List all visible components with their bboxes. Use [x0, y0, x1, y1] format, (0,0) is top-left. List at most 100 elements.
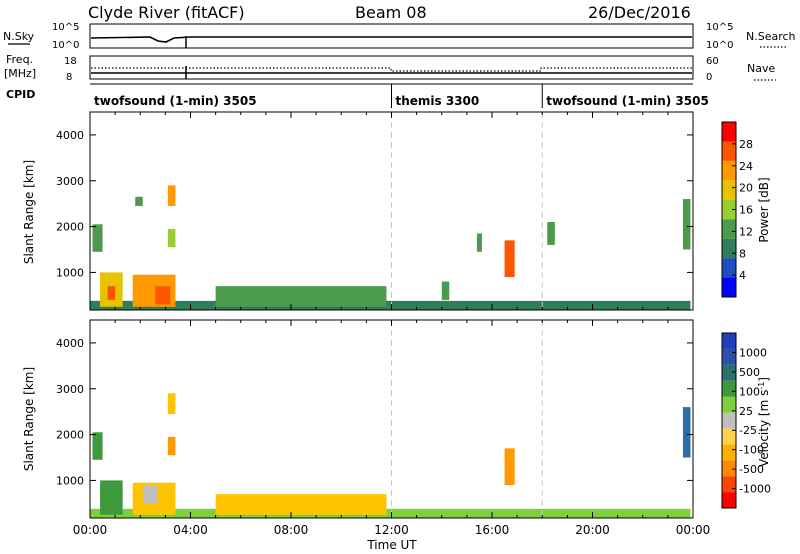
y-tick-label: 4000 — [56, 337, 84, 350]
velocity-data — [90, 393, 691, 518]
scatter-region — [92, 224, 103, 252]
noise-sky-label: N.Sky — [3, 30, 35, 43]
colorbar-tick-label: 500 — [739, 366, 760, 379]
colorbar-tick-label: 20 — [739, 182, 753, 195]
time-axis-title: Time UT — [366, 538, 417, 552]
colorbar-tick-label: 1000 — [739, 346, 767, 359]
scatter-region — [167, 228, 176, 248]
scatter-region — [92, 432, 103, 460]
scatter-region — [167, 436, 176, 456]
y-tick-label: 3000 — [56, 175, 84, 188]
scatter-region — [107, 286, 116, 300]
colorbar-cell — [722, 258, 736, 278]
colorbar-cell — [722, 396, 736, 413]
colorbar-tick-label: -100 — [739, 444, 764, 457]
freq-unit-label: [MHz] — [4, 67, 36, 80]
scatter-region — [100, 480, 123, 515]
colorbar-cell — [722, 428, 736, 445]
colorbar-cell — [722, 238, 736, 259]
nave-label: Nave — [747, 62, 775, 75]
velocity-ylabel: Slant Range [km] — [22, 367, 36, 471]
power-data — [90, 185, 691, 310]
scatter-region — [167, 393, 176, 414]
power-colorbar-label: Power [dB] — [757, 177, 771, 242]
colorbar-cell — [722, 122, 736, 142]
noise-left-tick-top: 10^5 — [52, 22, 79, 33]
cpid-segment-label: themis 3300 — [396, 94, 480, 108]
colorbar-tick-label: 8 — [739, 247, 746, 260]
x-tick-label: 16:00 — [475, 523, 510, 537]
colorbar-cell — [722, 364, 736, 381]
scatter-region — [90, 300, 691, 310]
cpid-segment-label: twofsound (1-min) 3505 — [94, 94, 257, 108]
colorbar-tick-label: 12 — [739, 225, 753, 238]
power-ylabel: Slant Range [km] — [22, 160, 36, 264]
colorbar-cell — [722, 180, 736, 200]
y-tick-label: 3000 — [56, 383, 84, 396]
y-tick-label: 1000 — [56, 474, 84, 487]
freq-left-tick-bottom: 8 — [66, 72, 72, 83]
power-panel: 1000 2000 3000 4000 Slant Range [km] 4 8 12 16… — [22, 111, 771, 311]
colorbar-cell — [722, 380, 736, 397]
nave-right-tick-top: 60 — [706, 56, 719, 67]
cpid-label: CPID — [6, 88, 35, 101]
noise-panel-frame — [89, 23, 694, 49]
beam-title: Beam 08 — [355, 3, 427, 22]
cpid-segment-label: twofsound (1-min) 3505 — [546, 94, 709, 108]
scatter-region — [215, 286, 387, 307]
colorbar-cell — [722, 476, 736, 493]
colorbar-cell — [722, 219, 736, 239]
y-tick-label: 1000 — [56, 266, 84, 279]
freq-left-tick-top: 18 — [64, 56, 77, 67]
noise-sky-trace — [90, 36, 692, 43]
colorbar-tick-label: -1000 — [739, 483, 771, 496]
noise-right-tick-top: 10^5 — [706, 22, 733, 33]
y-tick-label: 4000 — [56, 129, 84, 142]
x-tick-label: 20:00 — [575, 523, 610, 537]
scatter-region — [504, 240, 515, 277]
y-tick-label: 2000 — [56, 221, 84, 234]
station-title: Clyde River (fitACF) — [88, 3, 245, 22]
colorbar-tick-label: 28 — [739, 138, 753, 151]
freq-label: Freq. — [6, 53, 33, 66]
scatter-region — [504, 448, 515, 485]
nave-right-tick-bottom: 0 — [706, 72, 712, 83]
scatter-region — [547, 222, 555, 245]
scatter-region — [167, 185, 176, 206]
x-tick-label: 04:00 — [173, 523, 208, 537]
velocity-colorbar-label: Velocity [m s-1] — [757, 377, 772, 467]
colorbar-frame — [721, 332, 737, 509]
colorbar-cell — [722, 444, 736, 461]
colorbar-tick-label: 25 — [739, 405, 753, 418]
scatter-region — [90, 508, 691, 518]
colorbar-tick-label: -25 — [739, 424, 757, 437]
scatter-region — [215, 494, 387, 515]
x-tick-label: 12:00 — [374, 523, 409, 537]
colorbar-tick-label: 16 — [739, 204, 753, 217]
scatter-region — [135, 196, 143, 206]
x-tick-label: 08:00 — [274, 523, 309, 537]
colorbar-cell — [722, 333, 736, 349]
date-title: 26/Dec/2016 — [588, 3, 691, 22]
frequency-panel: Freq. [MHz] 18 8 60 0 Nave — [4, 53, 776, 83]
colorbar-tick-label: 24 — [739, 160, 753, 173]
velocity-frame — [89, 319, 694, 519]
scatter-region — [682, 199, 691, 250]
scatter-region — [142, 485, 158, 504]
colorbar-tick-label: 4 — [739, 269, 746, 282]
scatter-region — [155, 286, 171, 305]
colorbar-cell — [722, 277, 736, 297]
velocity-colorbar: -1000 -500 -100 -25 25 100 500 1000 — [721, 332, 771, 509]
cpid-segments: twofsound (1-min) 3505 themis 3300 twofsou… — [94, 84, 709, 108]
colorbar-cell — [722, 412, 736, 429]
power-frame — [89, 111, 694, 311]
x-tick-label: 00:00 — [73, 523, 108, 537]
power-axes: 1000 2000 3000 4000 — [56, 112, 694, 310]
colorbar-cell — [722, 348, 736, 365]
freq-panel-frame — [89, 55, 694, 80]
noise-search-label: N.Search — [746, 30, 796, 43]
x-tick-label: 00:00 — [676, 523, 711, 537]
colorbar-cell — [722, 160, 736, 181]
